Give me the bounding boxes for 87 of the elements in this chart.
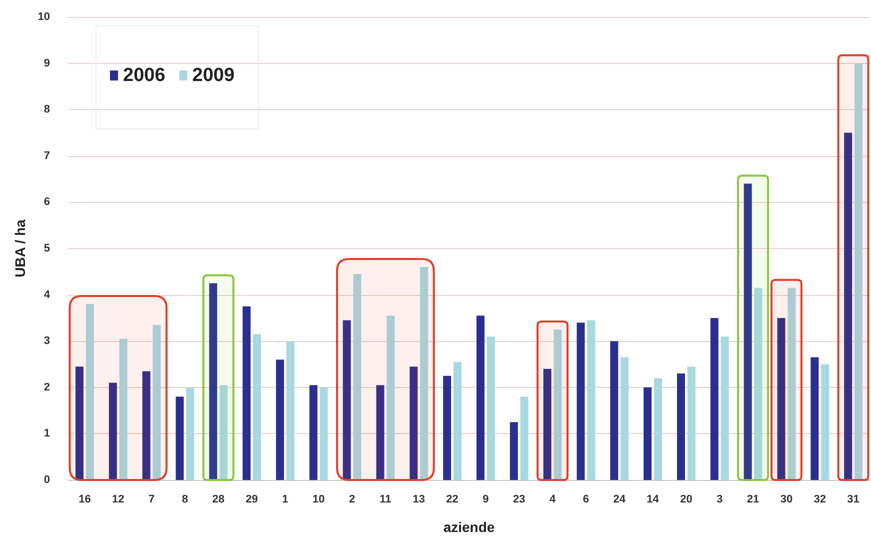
bar xyxy=(142,371,150,480)
bar xyxy=(242,306,251,480)
bar xyxy=(810,357,819,480)
y-tick-label: 10 xyxy=(38,11,50,23)
bar xyxy=(687,366,696,480)
x-tick-label: 29 xyxy=(246,494,258,506)
x-tick-label: 14 xyxy=(646,494,660,506)
x-tick-label: 3 xyxy=(716,494,723,506)
bar xyxy=(677,374,686,480)
bar xyxy=(587,320,596,480)
x-tick-label: 12 xyxy=(112,494,124,506)
x-tick-label: 13 xyxy=(412,494,425,506)
y-tick-label: 7 xyxy=(44,150,50,162)
x-tick-label: 31 xyxy=(847,494,860,506)
bar xyxy=(576,322,585,480)
bar xyxy=(220,385,228,480)
bar xyxy=(510,422,518,480)
bar xyxy=(453,362,462,480)
bar xyxy=(821,364,830,480)
bar xyxy=(754,288,762,480)
bar xyxy=(710,318,718,480)
x-tick-label: 8 xyxy=(182,494,188,506)
bar xyxy=(854,63,862,480)
x-tick-label: 28 xyxy=(212,494,224,506)
bar xyxy=(410,366,418,480)
y-tick-label: 4 xyxy=(44,288,51,301)
x-tick-label: 32 xyxy=(814,494,826,506)
bar xyxy=(152,324,161,480)
bar xyxy=(76,366,84,480)
bar xyxy=(620,357,629,480)
bar xyxy=(543,368,552,480)
y-tick-label: 0 xyxy=(44,474,50,486)
bar xyxy=(209,283,218,480)
bar xyxy=(777,318,786,480)
y-tick-label: 6 xyxy=(44,196,50,208)
x-tick-label: 9 xyxy=(482,494,489,506)
y-tick-label: 5 xyxy=(44,242,50,254)
x-tick-label: 2 xyxy=(348,494,356,506)
x-tick-label: 22 xyxy=(446,494,458,506)
bar xyxy=(443,376,452,480)
bar xyxy=(119,338,128,480)
bar xyxy=(376,385,384,480)
bar xyxy=(108,382,117,480)
y-axis-title: UBA / ha xyxy=(12,219,28,278)
x-tick-label: 10 xyxy=(312,494,325,506)
bar xyxy=(320,387,328,480)
bar xyxy=(342,320,351,480)
bar xyxy=(186,387,194,480)
legend-label: 2009 xyxy=(192,65,235,86)
x-tick-label: 21 xyxy=(746,494,760,506)
x-tick-label: 11 xyxy=(380,494,392,506)
x-axis-title: aziende xyxy=(443,519,495,535)
bar xyxy=(252,334,261,480)
bar xyxy=(353,274,362,480)
bar xyxy=(486,336,495,480)
bar xyxy=(610,341,618,480)
y-tick-label: 2 xyxy=(44,381,50,394)
bar xyxy=(554,330,562,480)
y-tick-label: 8 xyxy=(44,104,50,116)
x-tick-label: 30 xyxy=(780,494,793,506)
bar xyxy=(744,184,752,480)
x-tick-label: 6 xyxy=(582,494,590,506)
y-tick-label: 1 xyxy=(44,428,50,440)
bar xyxy=(286,341,294,480)
legend-label: 2006 xyxy=(123,65,166,86)
bar xyxy=(276,360,284,480)
bar xyxy=(520,396,528,480)
bar xyxy=(309,385,318,480)
bar xyxy=(844,132,852,480)
x-tick-label: 4 xyxy=(549,494,556,506)
bar xyxy=(720,336,729,480)
bar xyxy=(420,267,428,480)
x-tick-label: 24 xyxy=(613,494,626,506)
x-tick-label: 1 xyxy=(282,494,288,506)
bar xyxy=(644,387,652,480)
bar xyxy=(654,378,662,480)
x-tick-label: 16 xyxy=(78,494,91,506)
bar xyxy=(476,316,485,480)
bar xyxy=(176,396,184,480)
bar xyxy=(386,316,395,480)
x-tick-label: 20 xyxy=(680,494,692,506)
x-tick-label: 23 xyxy=(513,494,526,506)
x-tick-label: 7 xyxy=(148,494,155,506)
bar xyxy=(788,288,796,480)
y-tick-label: 9 xyxy=(44,57,50,70)
y-tick-label: 3 xyxy=(44,335,50,348)
bar xyxy=(86,304,94,480)
